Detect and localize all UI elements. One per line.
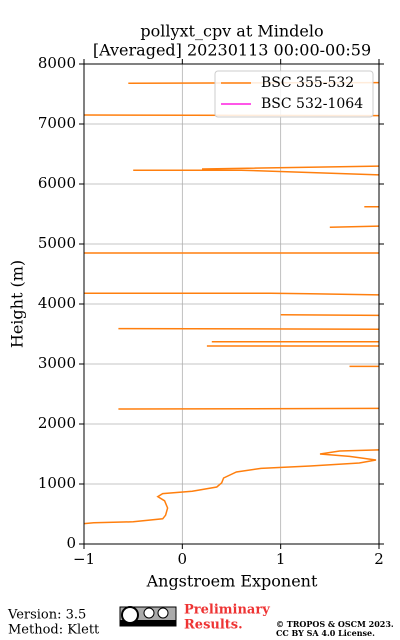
y-tick-label: 2000	[38, 414, 76, 432]
chart-subtitle: [Averaged] 20230113 00:00-00:59	[93, 41, 371, 60]
y-tick-label: 5000	[38, 234, 76, 252]
legend-label: BSC 532-1064	[261, 96, 363, 112]
plot-area	[84, 81, 379, 525]
x-tick-label: 0	[178, 550, 188, 568]
y-tick-label: 1000	[38, 474, 76, 492]
y-tick-label: 4000	[38, 294, 76, 312]
x-tick-label: 1	[276, 550, 286, 568]
cc-logo	[119, 606, 177, 627]
y-tick-label: 6000	[38, 174, 76, 192]
version: Version: 3.5	[7, 608, 86, 623]
y-tick-label: 0	[66, 534, 76, 552]
preliminary: Results.	[184, 618, 243, 633]
x-axis-label: Angstroem Exponent	[146, 572, 318, 591]
legend-label: BSC 355-532	[261, 75, 354, 91]
method: Method: Klett	[8, 623, 100, 638]
plot-frame	[83, 63, 380, 545]
y-tick-label: 7000	[38, 114, 76, 132]
license: CC BY SA 4.0 License.	[276, 628, 375, 638]
y-axis-label: Height (m)	[8, 260, 27, 348]
chart-title: pollyxt_cpv at Mindelo	[140, 22, 323, 41]
y-tick-label: 8000	[38, 54, 76, 72]
data-line	[84, 81, 379, 525]
x-tick-label: 2	[374, 550, 384, 568]
x-tick-label: −1	[73, 550, 95, 568]
license: © TROPOS & OSCM 2023.	[276, 619, 394, 629]
legend-box	[214, 70, 374, 118]
y-tick-label: 3000	[38, 354, 76, 372]
preliminary: Preliminary	[184, 603, 270, 618]
